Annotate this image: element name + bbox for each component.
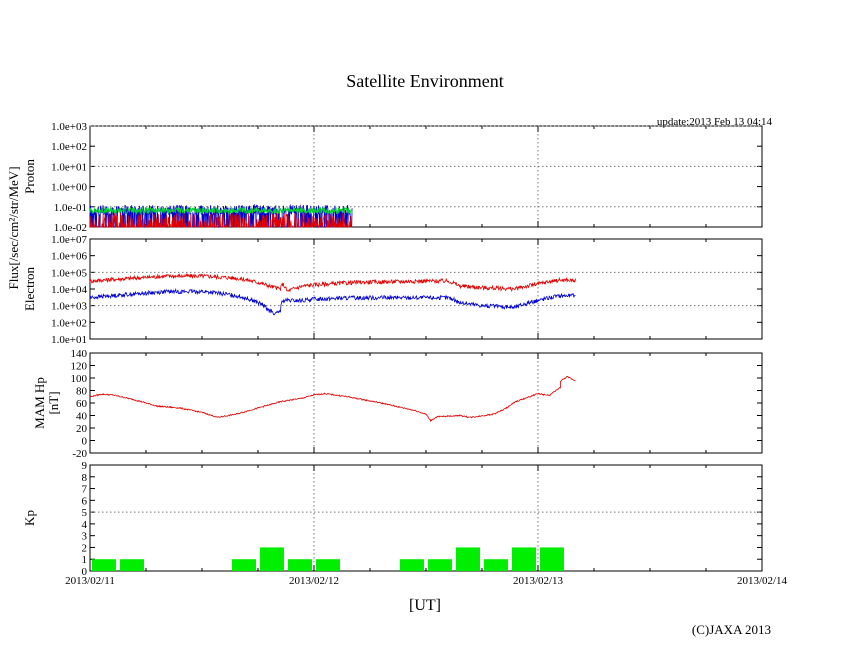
kp-bar — [428, 559, 452, 571]
copyright: (C)JAXA 2013 — [692, 622, 771, 637]
panel-ylabel-unit: [nT] — [46, 391, 61, 414]
y-tick-label: 1.0e+02 — [51, 317, 87, 329]
kp-bar — [232, 559, 256, 571]
y-tick-label: 6 — [82, 495, 88, 507]
panel-frame — [89, 125, 763, 228]
y-tick-label: 2 — [82, 542, 88, 554]
kp-bar — [456, 547, 480, 571]
x-tick-label: 2013/02/11 — [65, 575, 115, 587]
chart-title: Satellite Environment — [346, 71, 503, 91]
y-tick-label: 120 — [71, 361, 88, 373]
y-tick-label: 1.0e+01 — [51, 161, 87, 173]
series-red-line — [89, 375, 576, 423]
y-tick-label: 0 — [82, 436, 88, 448]
y-tick-label: 1.0e+01 — [51, 334, 87, 346]
y-tick-label: 1.0e+00 — [51, 182, 87, 194]
panel-proton: 1.0e+03 1.0e+02 1.0e+01 1.0e+00 1.0e-01 1.0e-… — [22, 121, 763, 234]
flux-axis-label: Flux[/sec/cm²/str/MeV] — [6, 166, 21, 289]
plot-area: 1.0e+03 1.0e+02 1.0e+01 1.0e+00 1.0e-01 1.0e-… — [22, 121, 788, 587]
y-tick-label: 9 — [82, 460, 88, 472]
kp-bar — [288, 559, 312, 571]
y-tick-label: 1 — [82, 554, 88, 566]
y-tick-label: -20 — [72, 448, 87, 460]
update-timestamp: update:2013 Feb 13 04:14 — [657, 116, 773, 128]
kp-bar — [540, 547, 564, 571]
kp-bar — [400, 559, 424, 571]
series-blue-line — [89, 288, 576, 316]
y-tick-label: 1.0e+05 — [51, 267, 87, 279]
kp-bar — [120, 559, 144, 571]
x-tick-label: 2013/02/14 — [737, 575, 788, 587]
kp-bar — [260, 547, 284, 571]
panel-ylabel: Kp — [22, 510, 37, 526]
panel-ylabel: Electron — [22, 266, 37, 311]
y-tick-label: 8 — [82, 472, 88, 484]
x-tick-label: 2013/02/12 — [289, 575, 339, 587]
panel-frame — [89, 238, 763, 340]
panel-ylabel: MAM Hp — [32, 377, 47, 429]
y-tick-label: 100 — [71, 373, 88, 385]
panel-frame — [89, 352, 763, 454]
y-tick-label: 1.0e+07 — [51, 234, 87, 246]
series-red-line — [89, 272, 576, 292]
y-tick-label: 1.0e+06 — [51, 251, 87, 263]
y-tick-label: 1.0e+03 — [51, 301, 87, 313]
kp-bar — [484, 559, 508, 571]
y-tick-label: 7 — [82, 484, 88, 496]
y-tick-label: 1.0e+04 — [51, 284, 87, 296]
panel-ylabel: Proton — [22, 159, 37, 194]
y-tick-label: 3 — [82, 531, 88, 543]
kp-bar — [316, 559, 340, 571]
panel-electron: 1.0e+07 1.0e+06 1.0e+05 1.0e+04 1.0e+03 1.0e+… — [22, 234, 763, 346]
y-tick-label: 1.0e+03 — [51, 121, 87, 133]
y-tick-label: 1.0e+02 — [51, 141, 87, 153]
y-tick-label: 5 — [82, 507, 88, 519]
series-red-line — [89, 212, 353, 229]
y-tick-label: 4 — [82, 519, 88, 531]
panel-frame — [89, 464, 763, 572]
y-tick-label: 1.0e-01 — [54, 202, 87, 214]
x-axis-label: [UT] — [409, 597, 441, 614]
y-tick-label: 1.0e-02 — [54, 222, 87, 234]
y-tick-label: 40 — [76, 411, 88, 423]
y-tick-label: 0 — [82, 566, 88, 578]
kp-bar — [92, 559, 116, 571]
series-green-line — [89, 206, 353, 216]
x-tick-label: 2013/02/13 — [513, 575, 564, 587]
y-tick-label: 80 — [76, 386, 88, 398]
kp-bar — [512, 547, 536, 571]
y-tick-label: 140 — [71, 348, 88, 360]
y-tick-label: 20 — [76, 423, 88, 435]
y-tick-label: 60 — [76, 398, 88, 410]
